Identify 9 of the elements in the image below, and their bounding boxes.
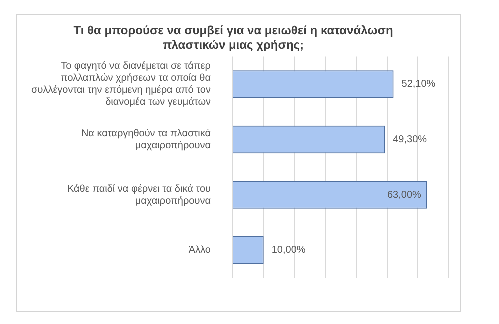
data-label: 10,00%: [272, 245, 306, 256]
data-label: 49,30%: [393, 134, 428, 146]
y-tick-label: Να καταργηθούν τα πλαστικά μαχαιροπήρουνα: [81, 128, 212, 152]
data-label: 63,00%: [387, 190, 422, 201]
data-label: 52,10%: [402, 79, 436, 90]
y-tick-label: Κάθε παιδί να φέρνει τα δικά του μαχαιροπήρουνα: [67, 184, 212, 207]
chart-title: Τι θα μπορούσε να συμβεί για να μειωθεί η κατανάλωση πλαστικών μιας χρήσης;: [74, 24, 394, 52]
y-tick-label: Το φαγητό να διανέμεται σε τάπερ πολλαπλών χρήσεων τα οποία θα συλλέγονται την επόμενη ημέρα από τον διανομέα των γευμάτων: [32, 61, 212, 108]
y-tick-label: Άλλο: [188, 245, 212, 256]
